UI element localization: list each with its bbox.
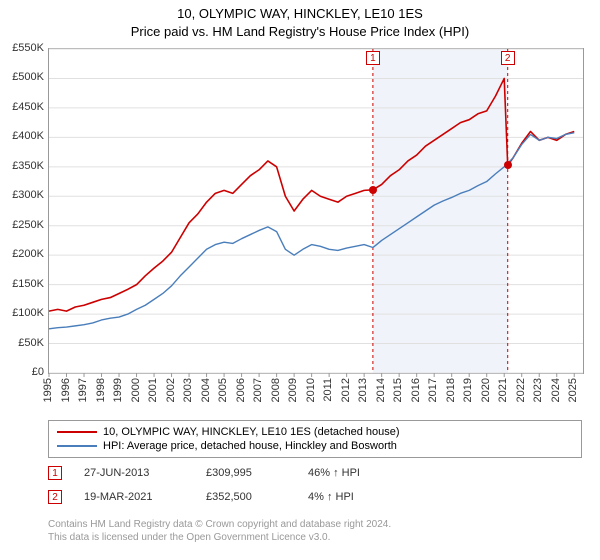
sale-dot xyxy=(369,186,377,194)
y-tick-label: £150K xyxy=(4,278,44,290)
sale-record-1: 1 27-JUN-2013 £309,995 46% ↑ HPI xyxy=(48,466,360,480)
y-tick-label: £250K xyxy=(4,219,44,231)
sale-price-2: £352,500 xyxy=(206,491,286,503)
x-tick-label: 2014 xyxy=(375,378,387,402)
x-tick-label: 2011 xyxy=(322,378,334,402)
x-tick-label: 2010 xyxy=(305,378,317,402)
legend-label: 10, OLYMPIC WAY, HINCKLEY, LE10 1ES (det… xyxy=(103,426,400,438)
sale-date-2: 19-MAR-2021 xyxy=(84,491,184,503)
legend-item: 10, OLYMPIC WAY, HINCKLEY, LE10 1ES (det… xyxy=(57,425,573,439)
x-tick-label: 2021 xyxy=(497,378,509,402)
x-tick-label: 1996 xyxy=(60,378,72,402)
legend-label: HPI: Average price, detached house, Hinc… xyxy=(103,440,397,452)
sale-price-1: £309,995 xyxy=(206,467,286,479)
x-tick-label: 2000 xyxy=(130,378,142,402)
x-tick-label: 2007 xyxy=(252,378,264,402)
y-tick-label: £350K xyxy=(4,160,44,172)
chart-title: 10, OLYMPIC WAY, HINCKLEY, LE10 1ES xyxy=(0,6,600,21)
x-tick-label: 1995 xyxy=(42,378,54,402)
sale-diff-1: 46% ↑ HPI xyxy=(308,467,360,479)
sale-diff-2: 4% ↑ HPI xyxy=(308,491,354,503)
y-tick-label: £50K xyxy=(4,337,44,349)
y-tick-label: £300K xyxy=(4,189,44,201)
y-tick-label: £200K xyxy=(4,248,44,260)
x-tick-label: 2013 xyxy=(357,378,369,402)
x-tick-label: 2019 xyxy=(462,378,474,402)
sale-record-2: 2 19-MAR-2021 £352,500 4% ↑ HPI xyxy=(48,490,354,504)
legend-swatch xyxy=(57,431,97,433)
x-tick-label: 2003 xyxy=(182,378,194,402)
y-tick-label: £500K xyxy=(4,71,44,83)
x-tick-label: 2016 xyxy=(410,378,422,402)
x-tick-label: 2009 xyxy=(287,378,299,402)
x-tick-label: 1999 xyxy=(112,378,124,402)
legend-swatch xyxy=(57,445,97,447)
y-tick-label: £550K xyxy=(4,42,44,54)
plot-area: 12 xyxy=(48,48,584,374)
copyright-line-2: This data is licensed under the Open Gov… xyxy=(48,531,391,544)
callout-marker-1: 1 xyxy=(366,51,380,65)
chart-container: 10, OLYMPIC WAY, HINCKLEY, LE10 1ES Pric… xyxy=(0,0,600,560)
y-tick-label: £450K xyxy=(4,101,44,113)
callout-marker-2: 2 xyxy=(501,51,515,65)
copyright-notice: Contains HM Land Registry data © Crown c… xyxy=(48,518,391,544)
x-tick-label: 2024 xyxy=(550,378,562,402)
chart-subtitle: Price paid vs. HM Land Registry's House … xyxy=(0,24,600,39)
x-tick-label: 2006 xyxy=(235,378,247,402)
x-tick-label: 2020 xyxy=(480,378,492,402)
sale-marker-1: 1 xyxy=(48,466,62,480)
x-tick-label: 2015 xyxy=(392,378,404,402)
y-tick-label: £400K xyxy=(4,130,44,142)
x-tick-label: 2012 xyxy=(340,378,352,402)
y-tick-label: £0 xyxy=(4,366,44,378)
sale-marker-2: 2 xyxy=(48,490,62,504)
x-tick-label: 2001 xyxy=(147,378,159,402)
x-tick-label: 2005 xyxy=(217,378,229,402)
x-tick-label: 2018 xyxy=(445,378,457,402)
chart-svg xyxy=(49,49,583,373)
sale-date-1: 27-JUN-2013 xyxy=(84,467,184,479)
legend-item: HPI: Average price, detached house, Hinc… xyxy=(57,439,573,453)
x-tick-label: 2025 xyxy=(567,378,579,402)
sale-dot xyxy=(504,161,512,169)
x-tick-label: 1998 xyxy=(95,378,107,402)
copyright-line-1: Contains HM Land Registry data © Crown c… xyxy=(48,518,391,531)
x-tick-label: 2002 xyxy=(165,378,177,402)
x-tick-label: 2022 xyxy=(515,378,527,402)
x-tick-label: 2008 xyxy=(270,378,282,402)
y-tick-label: £100K xyxy=(4,307,44,319)
x-tick-label: 2023 xyxy=(532,378,544,402)
x-tick-label: 2017 xyxy=(427,378,439,402)
x-tick-label: 2004 xyxy=(200,378,212,402)
legend: 10, OLYMPIC WAY, HINCKLEY, LE10 1ES (det… xyxy=(48,420,582,458)
x-tick-label: 1997 xyxy=(77,378,89,402)
